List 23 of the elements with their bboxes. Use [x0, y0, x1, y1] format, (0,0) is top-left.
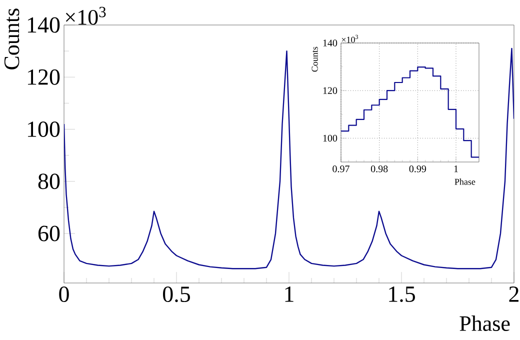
y-tick-label: 140	[323, 40, 338, 46]
y-tick-label: 100	[28, 121, 60, 137]
y-axis-title: Counts	[312, 46, 318, 72]
y-axis-title: Counts	[4, 8, 20, 70]
x-tick-label: 1	[285, 286, 294, 302]
x-tick-label: 1	[454, 166, 458, 172]
x-tick-label: 0.98	[370, 166, 388, 172]
y-tick-label: 80	[38, 174, 60, 190]
text: ×10$^{3}$	[66, 6, 106, 25]
x-tick-label: 2	[509, 286, 518, 302]
y-tick-label: 120	[28, 69, 60, 85]
x-axis-title: Phase	[454, 178, 476, 185]
x-tick-label: 0.99	[409, 166, 426, 172]
y-tick-label: 140	[28, 17, 60, 33]
y-tick-label: 120	[323, 87, 338, 94]
x-tick-label: 0.97	[332, 166, 350, 172]
x-tick-label: 0.5	[163, 286, 190, 302]
x-axis-title: Phase	[460, 316, 510, 331]
x-tick-label: 1.5	[389, 286, 415, 302]
y-tick-label: 60	[38, 226, 60, 242]
x-tick-label: 0	[59, 286, 69, 302]
annotation: ×10$^{3}$	[342, 34, 358, 43]
y-tick-label: 100	[323, 134, 338, 142]
